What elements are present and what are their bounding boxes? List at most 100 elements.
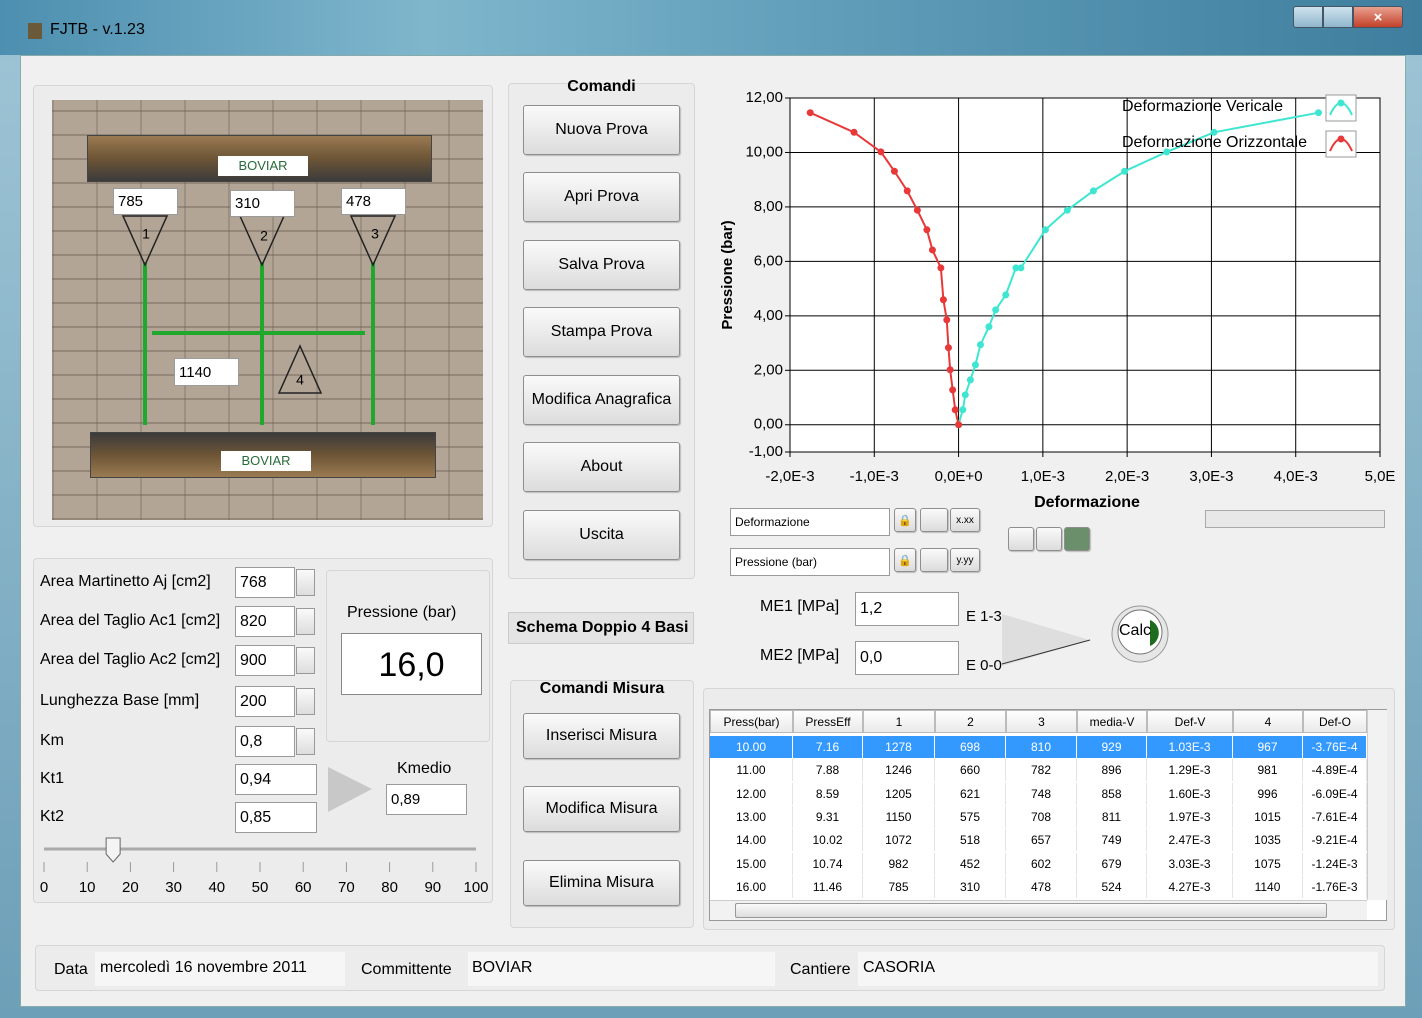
table-cell[interactable]: 782 <box>1006 759 1077 781</box>
y-format[interactable]: y.yy <box>950 548 980 572</box>
x-format[interactable]: x.xx <box>950 508 980 532</box>
command-button[interactable]: Modifica Anagrafica <box>523 375 680 425</box>
table-cell[interactable]: 1.60E-3 <box>1147 783 1233 805</box>
autoscale-x[interactable] <box>920 508 948 532</box>
table-cell[interactable]: 16.00 <box>710 876 793 898</box>
table-cell[interactable]: 748 <box>1006 783 1077 805</box>
table-cell[interactable]: 1278 <box>863 736 935 758</box>
spinner[interactable] <box>296 647 315 674</box>
scroll-thumb[interactable] <box>735 903 1327 918</box>
table-cell[interactable]: -9.21E-4 <box>1303 829 1367 851</box>
table-cell[interactable]: 810 <box>1006 736 1077 758</box>
table-cell[interactable]: 524 <box>1077 876 1147 898</box>
table-cell[interactable]: 14.00 <box>710 829 793 851</box>
table-hscroll[interactable] <box>710 900 1367 920</box>
param-input[interactable]: 200 <box>235 686 295 717</box>
table-cell[interactable]: 7.16 <box>793 736 863 758</box>
table-cell[interactable]: -1.76E-3 <box>1303 876 1367 898</box>
param-input[interactable]: 0,94 <box>235 764 317 795</box>
minimize-button[interactable] <box>1293 6 1323 28</box>
table-cell[interactable]: -7.61E-4 <box>1303 806 1367 828</box>
table-cell[interactable]: 679 <box>1077 853 1147 875</box>
chart-scrollbar[interactable] <box>1205 510 1385 528</box>
table-cell[interactable]: 15.00 <box>710 853 793 875</box>
table-cell[interactable]: 4.27E-3 <box>1147 876 1233 898</box>
table-cell[interactable]: 929 <box>1077 736 1147 758</box>
table-cell[interactable]: 1.97E-3 <box>1147 806 1233 828</box>
table-cell[interactable]: 10.02 <box>793 829 863 851</box>
table-cell[interactable]: 660 <box>935 759 1006 781</box>
command-button[interactable]: About <box>523 442 680 492</box>
table-cell[interactable]: 1.29E-3 <box>1147 759 1233 781</box>
table-cell[interactable]: 1140 <box>1233 876 1303 898</box>
table-cell[interactable]: 1205 <box>863 783 935 805</box>
table-cell[interactable]: 10.74 <box>793 853 863 875</box>
table-cell[interactable]: 12.00 <box>710 783 793 805</box>
table-cell[interactable]: 518 <box>935 829 1006 851</box>
spinner[interactable] <box>296 688 315 715</box>
table-cell[interactable]: 967 <box>1233 736 1303 758</box>
table-cell[interactable]: 858 <box>1077 783 1147 805</box>
table-cell[interactable]: 981 <box>1233 759 1303 781</box>
table-cell[interactable]: 996 <box>1233 783 1303 805</box>
table-cell[interactable]: -4.89E-4 <box>1303 759 1367 781</box>
table-cell[interactable]: 621 <box>935 783 1006 805</box>
table-cell[interactable]: -3.76E-4 <box>1303 736 1367 758</box>
table-cell[interactable]: 310 <box>935 876 1006 898</box>
param-input[interactable]: 0,85 <box>235 802 317 833</box>
table-vscroll[interactable] <box>1367 710 1387 900</box>
table-cell[interactable]: 11.00 <box>710 759 793 781</box>
spinner[interactable] <box>296 728 315 755</box>
table-cell[interactable]: -6.09E-4 <box>1303 783 1367 805</box>
table-cell[interactable]: 1072 <box>863 829 935 851</box>
table-cell[interactable]: 698 <box>935 736 1006 758</box>
command-button[interactable]: Apri Prova <box>523 172 680 222</box>
param-input[interactable]: 0,8 <box>235 726 295 757</box>
cursor-tool[interactable] <box>1008 527 1034 551</box>
table-cell[interactable]: 1035 <box>1233 829 1303 851</box>
table-cell[interactable]: 1075 <box>1233 853 1303 875</box>
measure-button[interactable]: Inserisci Misura <box>523 713 680 759</box>
spinner[interactable] <box>296 608 315 635</box>
lock-button[interactable]: 🔒 <box>894 548 916 572</box>
spinner[interactable] <box>296 569 315 596</box>
table-cell[interactable]: 1015 <box>1233 806 1303 828</box>
close-button[interactable]: × <box>1353 6 1403 28</box>
table-cell[interactable]: 1150 <box>863 806 935 828</box>
table-cell[interactable]: 13.00 <box>710 806 793 828</box>
zoom-tool[interactable] <box>1036 527 1062 551</box>
table-cell[interactable]: 811 <box>1077 806 1147 828</box>
calc-button[interactable]: Calc <box>1119 622 1151 640</box>
table-cell[interactable]: 657 <box>1006 829 1077 851</box>
table-cell[interactable]: 602 <box>1006 853 1077 875</box>
table-cell[interactable]: 1.03E-3 <box>1147 736 1233 758</box>
param-input[interactable]: 820 <box>235 606 295 637</box>
maximize-button[interactable] <box>1323 6 1353 28</box>
command-button[interactable]: Nuova Prova <box>523 105 680 155</box>
measure-button[interactable]: Elimina Misura <box>523 860 680 906</box>
table-cell[interactable]: -1.24E-3 <box>1303 853 1367 875</box>
table-cell[interactable]: 8.59 <box>793 783 863 805</box>
pan-tool[interactable] <box>1064 527 1090 551</box>
table-cell[interactable]: 1246 <box>863 759 935 781</box>
param-input[interactable]: 768 <box>235 567 295 598</box>
table-cell[interactable]: 708 <box>1006 806 1077 828</box>
table-cell[interactable]: 896 <box>1077 759 1147 781</box>
table-cell[interactable]: 749 <box>1077 829 1147 851</box>
command-button[interactable]: Stampa Prova <box>523 307 680 357</box>
table-cell[interactable]: 478 <box>1006 876 1077 898</box>
table-cell[interactable]: 785 <box>863 876 935 898</box>
table-cell[interactable]: 11.46 <box>793 876 863 898</box>
measure-button[interactable]: Modifica Misura <box>523 786 680 832</box>
table-cell[interactable]: 452 <box>935 853 1006 875</box>
table-cell[interactable]: 575 <box>935 806 1006 828</box>
table-cell[interactable]: 10.00 <box>710 736 793 758</box>
table-cell[interactable]: 7.88 <box>793 759 863 781</box>
autoscale-y[interactable] <box>920 548 948 572</box>
param-input[interactable]: 900 <box>235 645 295 676</box>
table-cell[interactable]: 3.03E-3 <box>1147 853 1233 875</box>
command-button[interactable]: Salva Prova <box>523 240 680 290</box>
command-button[interactable]: Uscita <box>523 510 680 560</box>
table-cell[interactable]: 982 <box>863 853 935 875</box>
